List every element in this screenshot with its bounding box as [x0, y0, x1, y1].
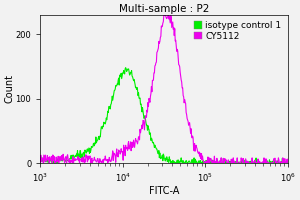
- Legend: isotype control 1, CY5112: isotype control 1, CY5112: [192, 19, 283, 42]
- X-axis label: FITC-A: FITC-A: [149, 186, 179, 196]
- Y-axis label: Count: Count: [4, 74, 14, 103]
- Title: Multi-sample : P2: Multi-sample : P2: [119, 4, 209, 14]
